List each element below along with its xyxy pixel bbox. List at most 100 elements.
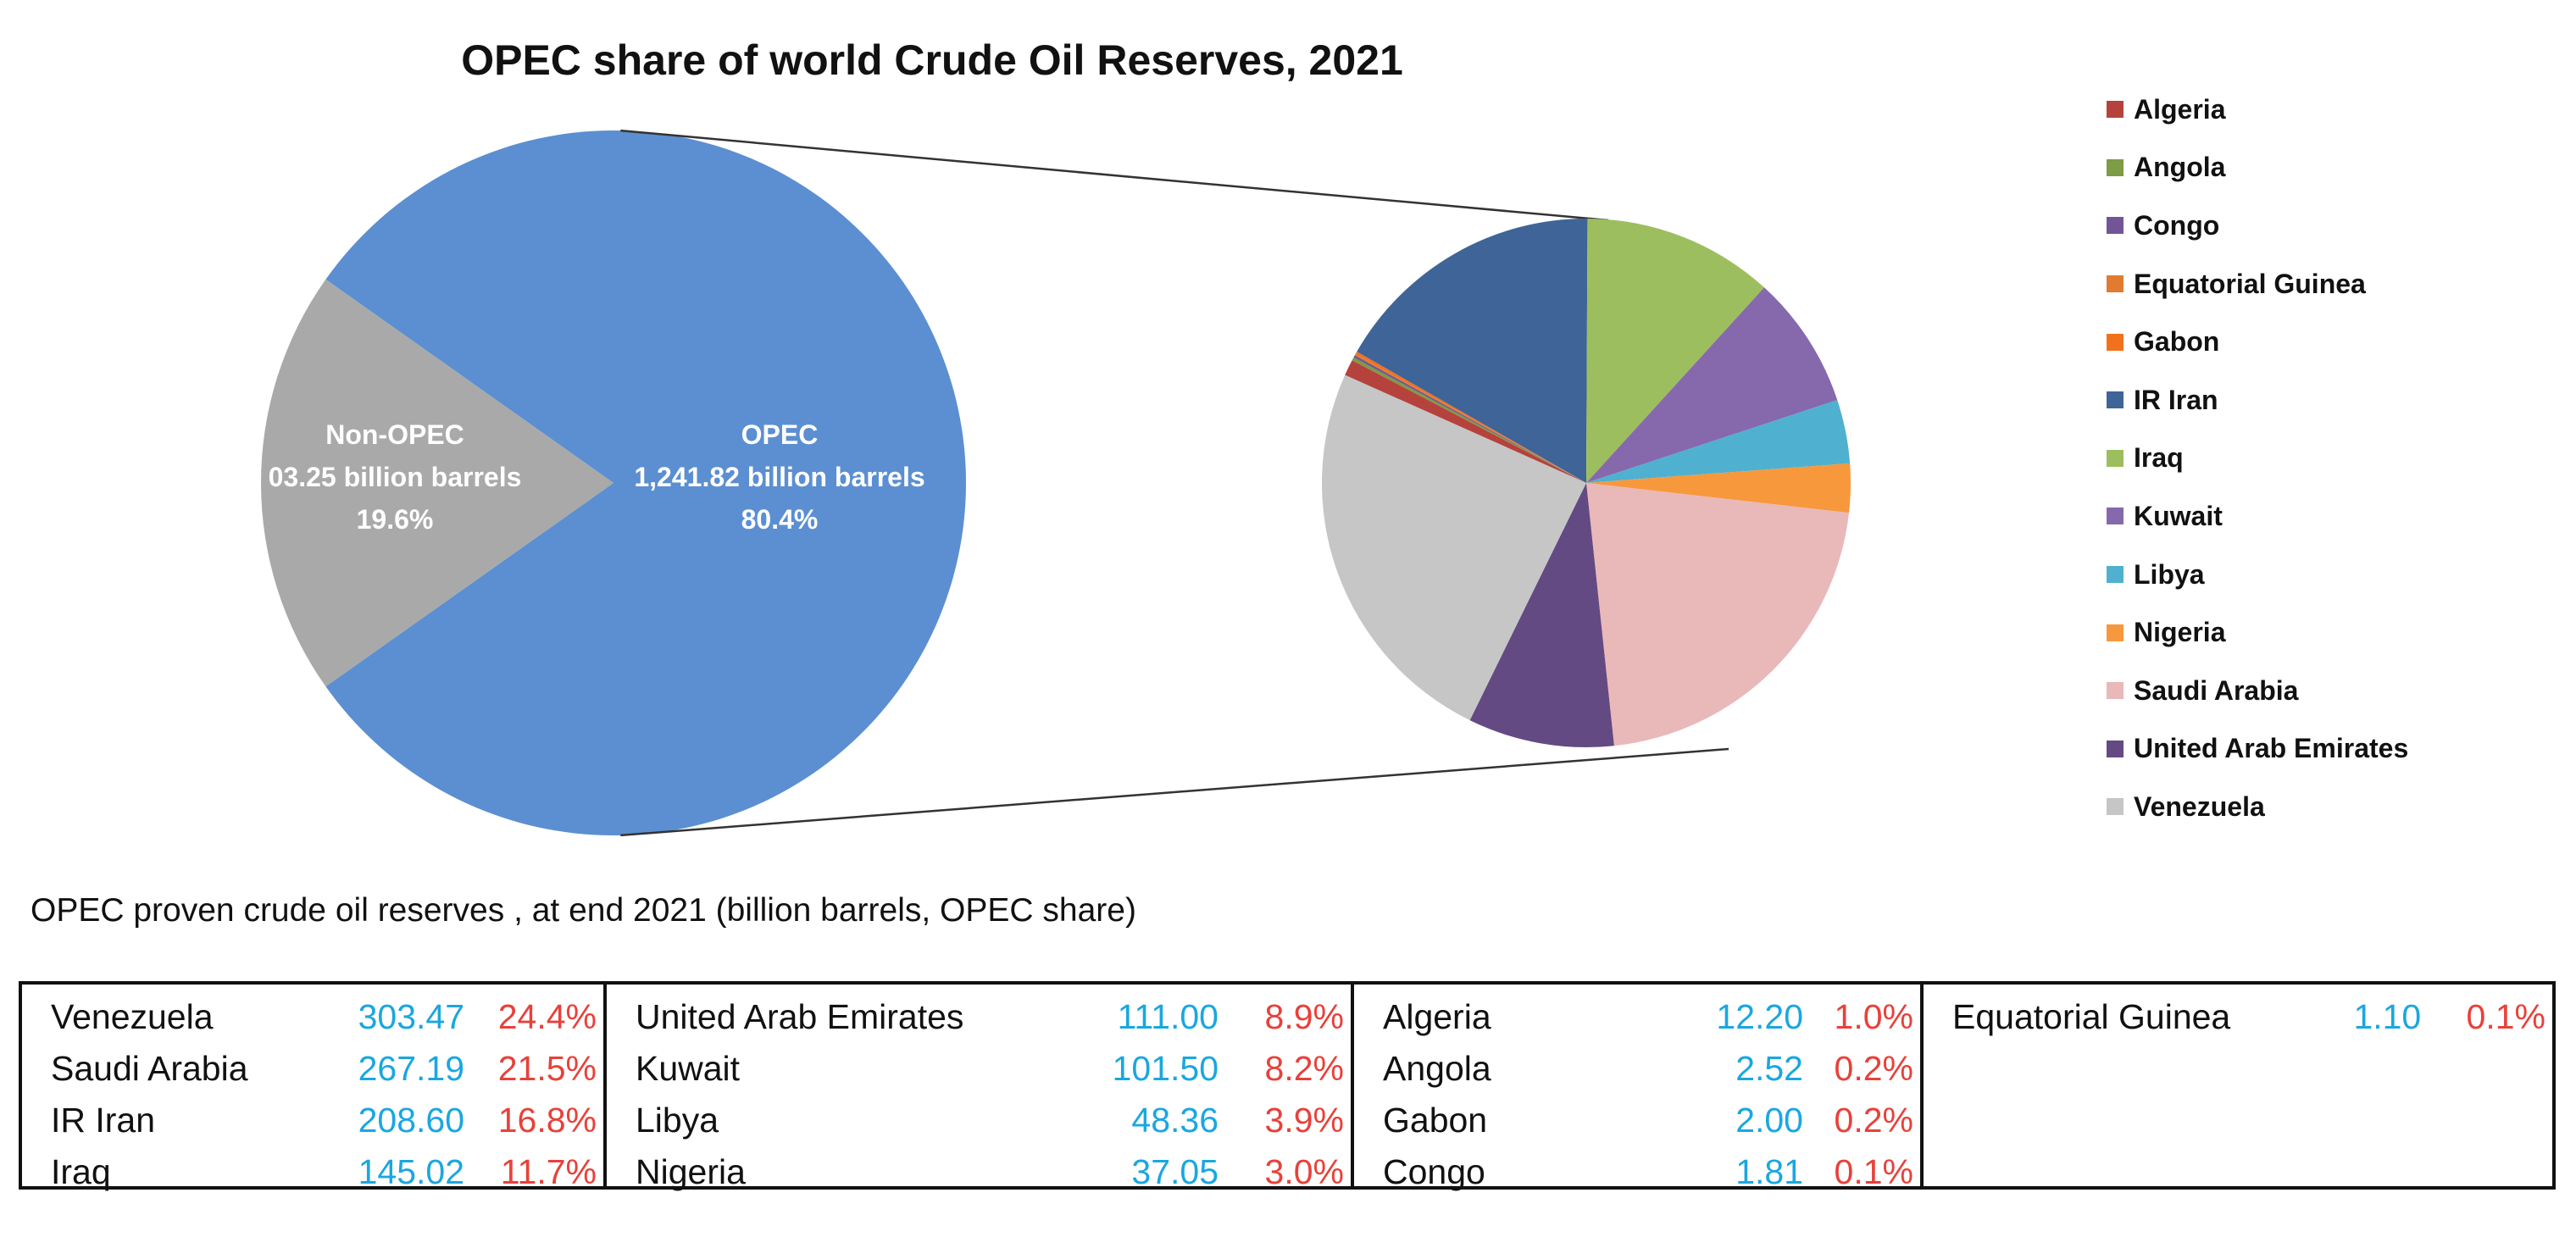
legend-label: Saudi Arabia <box>2134 674 2299 706</box>
country-name: Angola <box>1383 1049 1491 1088</box>
connector-line-top <box>620 129 1609 222</box>
legend-swatch <box>2107 798 2124 816</box>
data-label-opec-0: OPEC <box>741 419 819 450</box>
legend: Algeria Angola Congo Equatorial Guinea Gabon… <box>2107 80 2408 836</box>
reserves-value: 145.02 <box>358 1152 464 1191</box>
pie-slice-opec <box>325 130 966 836</box>
table-row: Libya 48.36 3.9% <box>607 1095 1351 1146</box>
legend-swatch <box>2107 391 2124 409</box>
opec-share: 16.8% <box>497 1101 597 1140</box>
table-row: Iraq 145.02 11.7% <box>22 1146 603 1198</box>
pie-slice-gabon <box>1355 351 1586 483</box>
legend-item-angola: Angola <box>2107 139 2408 197</box>
country-name: IR Iran <box>51 1101 156 1140</box>
opec-share: 3.9% <box>1264 1101 1344 1140</box>
opec-share: 8.9% <box>1264 997 1344 1036</box>
reserves-table: Venezuela 303.47 24.4% Saudi Arabia 267.19 21… <box>19 981 2556 1191</box>
table-row: Algeria 12.20 1.0% <box>1354 991 1920 1043</box>
opec-share: 3.0% <box>1264 1152 1344 1191</box>
legend-label: United Arab Emirates <box>2134 733 2409 764</box>
chart-title: OPEC share of world Crude Oil Reserves, … <box>461 36 1403 84</box>
legend-swatch <box>2107 624 2124 641</box>
opec-share: 0.2% <box>1834 1101 1913 1140</box>
country-name: Libya <box>636 1101 719 1140</box>
pie-slice-venezuela <box>1321 374 1586 721</box>
table-column: Venezuela 303.47 24.4% Saudi Arabia 267.19 21… <box>22 985 607 1191</box>
legend-label: Angola <box>2134 152 2226 183</box>
opec-share: 0.2% <box>1834 1049 1913 1088</box>
legend-item-united-arab-emirates: United Arab Emirates <box>2107 720 2408 779</box>
legend-label: Libya <box>2134 558 2205 590</box>
reserves-value: 37.05 <box>1131 1152 1219 1191</box>
reserves-value: 303.47 <box>358 997 464 1036</box>
legend-swatch <box>2107 566 2124 584</box>
pie-slice-united-arab-emirates <box>1469 483 1614 747</box>
connector-line-bottom <box>620 747 1729 837</box>
legend-item-equatorial-guinea: Equatorial Guinea <box>2107 255 2408 313</box>
legend-swatch <box>2107 275 2124 293</box>
table-row: United Arab Emirates 111.00 8.9% <box>607 991 1351 1043</box>
legend-label: Gabon <box>2134 326 2220 358</box>
legend-swatch <box>2107 508 2124 525</box>
legend-item-congo: Congo <box>2107 197 2408 255</box>
pie-slice-equatorial-guinea <box>1354 353 1586 483</box>
data-label-opec-1: 1,241.82 billion barrels <box>634 462 924 492</box>
table-column: United Arab Emirates 111.00 8.9% Kuwait 101.… <box>607 985 1354 1191</box>
data-label-non-opec-2: 19.6% <box>357 504 434 535</box>
legend-label: Kuwait <box>2134 500 2223 531</box>
reserves-value: 2.00 <box>1735 1101 1803 1140</box>
legend-label: Congo <box>2134 209 2220 241</box>
country-name: Iraq <box>51 1152 111 1191</box>
pie-slice-libya <box>1586 400 1851 483</box>
legend-swatch <box>2107 740 2124 757</box>
reserves-value: 1.81 <box>1735 1152 1803 1191</box>
table-row: Gabon 2.00 0.2% <box>1354 1095 1920 1146</box>
table-row: IR Iran 208.60 16.8% <box>22 1095 603 1146</box>
reserves-value: 267.19 <box>358 1049 464 1088</box>
legend-item-nigeria: Nigeria <box>2107 603 2408 662</box>
opec-share: 11.7% <box>500 1152 597 1191</box>
legend-label: Nigeria <box>2134 617 2226 648</box>
opec-share: 1.0% <box>1834 997 1913 1036</box>
legend-swatch <box>2107 682 2124 700</box>
country-name: Venezuela <box>51 997 214 1036</box>
pie-slice-non-opec <box>260 279 613 687</box>
reserves-value: 208.60 <box>358 1101 464 1140</box>
country-name: Nigeria <box>636 1152 746 1191</box>
data-label-opec-2: 80.4% <box>741 504 819 535</box>
table-row: Venezuela 303.47 24.4% <box>22 991 603 1043</box>
pie-slice-angola <box>1352 357 1586 483</box>
table-row: Nigeria 37.05 3.0% <box>607 1146 1351 1198</box>
reserves-value: 111.00 <box>1117 997 1219 1036</box>
legend-swatch <box>2107 333 2124 351</box>
table-row: Kuwait 101.50 8.2% <box>607 1043 1351 1095</box>
reserves-value: 48.36 <box>1131 1101 1219 1140</box>
legend-label: Equatorial Guinea <box>2134 268 2366 299</box>
legend-swatch <box>2107 217 2124 235</box>
legend-item-iraq: Iraq <box>2107 430 2408 488</box>
table-column: Equatorial Guinea 1.10 0.1% <box>1924 985 2552 1186</box>
country-name: Saudi Arabia <box>51 1049 248 1088</box>
country-name: Algeria <box>1383 997 1491 1036</box>
legend-item-saudi-arabia: Saudi Arabia <box>2107 662 2408 720</box>
table-column: Algeria 12.20 1.0% Angola 2.52 0.2% Gabon 2.00 0… <box>1354 985 1924 1191</box>
country-name: Kuwait <box>636 1049 741 1088</box>
reserves-value: 12.20 <box>1716 997 1803 1036</box>
reserves-value: 2.52 <box>1735 1049 1803 1088</box>
legend-item-venezuela: Venezuela <box>2107 778 2408 836</box>
table-row: Angola 2.52 0.2% <box>1354 1043 1920 1095</box>
reserves-value: 1.10 <box>2353 997 2422 1036</box>
country-name: Equatorial Guinea <box>1952 997 2231 1036</box>
legend-swatch <box>2107 101 2124 119</box>
legend-label: Iraq <box>2134 442 2184 474</box>
opec-share: 0.1% <box>1834 1152 1913 1191</box>
data-label-non-opec-1: 03.25 billion barrels <box>269 462 522 492</box>
legend-item-algeria: Algeria <box>2107 80 2408 139</box>
pie-slice-nigeria <box>1586 463 1851 513</box>
legend-label: Algeria <box>2134 93 2226 125</box>
pie-slice-ir-iran <box>1357 218 1588 483</box>
country-name: United Arab Emirates <box>636 997 964 1036</box>
legend-item-libya: Libya <box>2107 546 2408 604</box>
pie-slice-iraq <box>1586 219 1765 483</box>
pie-slice-saudi-arabia <box>1586 483 1849 746</box>
